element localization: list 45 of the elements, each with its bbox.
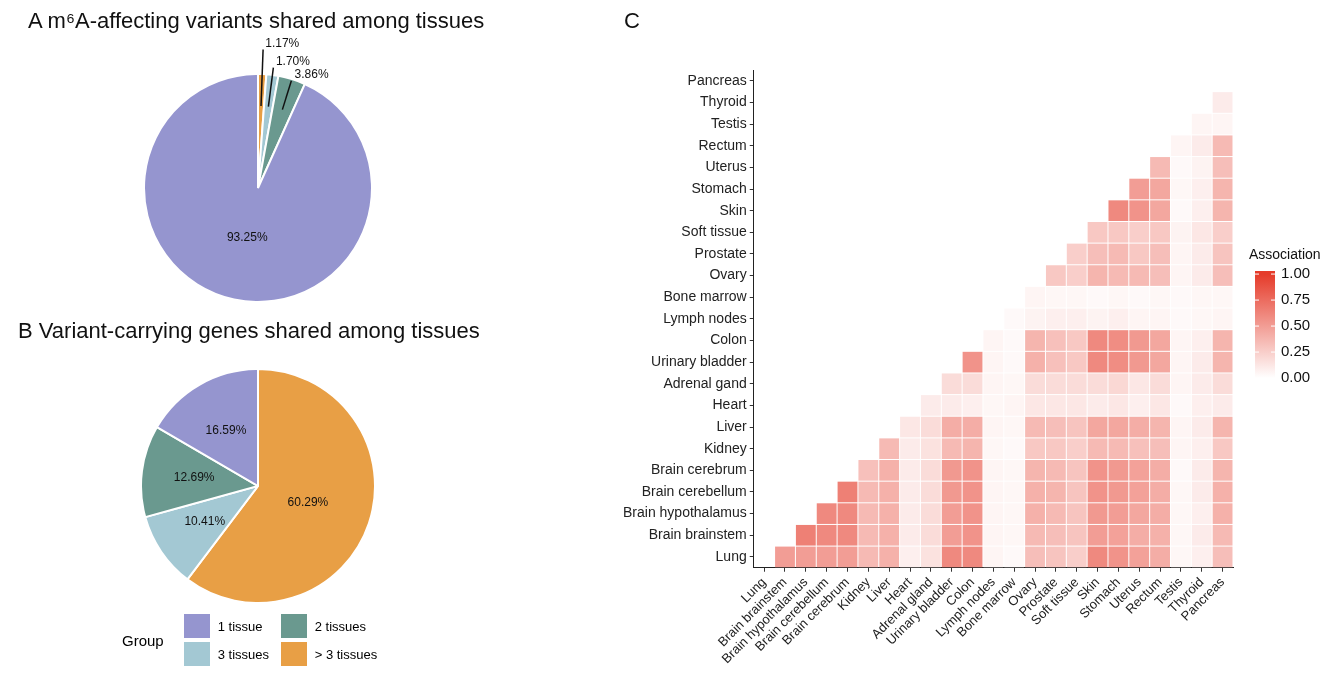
y-tick-label: Prostate (694, 244, 747, 261)
color-bar-title: Association (1249, 245, 1321, 262)
data-label: 16.59% (205, 422, 247, 437)
y-tick-label: Lung (715, 547, 747, 564)
y-tick-label: Urinary bladder (651, 353, 748, 369)
data-label: 12.69% (173, 470, 215, 485)
y-tick-label: Heart (712, 396, 747, 413)
y-tick-label: Brain brainstem (648, 526, 747, 543)
y-tick-label: Liver (716, 417, 748, 434)
y-tick-label: Kidney (703, 439, 747, 456)
y-tick-label: Rectum (698, 136, 747, 153)
y-tick-label: Pancreas (687, 71, 747, 88)
y-tick-label: Brain cerebrum (651, 461, 747, 478)
y-tick-label: Skin (719, 201, 747, 218)
legend-label: 2 tissues (314, 618, 367, 634)
y-tick-label: Stomach (691, 179, 747, 196)
legend-label: 3 tissues (217, 646, 270, 662)
y-tick-label: Colon (710, 331, 747, 348)
data-label: 10.41% (184, 514, 226, 529)
color-bar-label: 0.25 (1281, 342, 1311, 360)
color-bar-label: 0.00 (1281, 368, 1311, 386)
chart-title: C (624, 8, 640, 34)
y-tick-label: Soft tissue (681, 223, 747, 240)
chart-title: B Variant-carrying genes shared among tissues (18, 318, 480, 344)
y-tick-label: Thyroid (700, 93, 747, 110)
y-tick-label: Testis (710, 114, 747, 131)
legend-label: > 3 tissues (314, 646, 378, 662)
data-label: 93.25% (226, 230, 268, 245)
y-tick-label: Lymph nodes (663, 309, 747, 326)
y-tick-label: Brain cerebellum (641, 482, 747, 499)
color-bar-label: 0.50 (1281, 316, 1311, 334)
data-label: 60.29% (287, 495, 329, 510)
legend-label: 1 tissue (217, 618, 263, 634)
y-tick-label: Bone marrow (663, 288, 748, 305)
data-label: 3.86% (294, 67, 329, 82)
color-bar-label: 1.00 (1281, 264, 1311, 282)
chart-title: A m⁶A-affecting variants shared among tissues (28, 8, 485, 34)
data-label: 1.70% (275, 53, 311, 68)
color-bar-label: 0.75 (1281, 290, 1311, 308)
y-tick-label: Adrenal gand (663, 374, 747, 391)
legend-title: Group (122, 631, 164, 649)
y-tick-label: Uterus (705, 158, 747, 175)
y-tick-label: Ovary (709, 266, 747, 283)
data-label: 1.17% (265, 35, 300, 50)
y-tick-label: Brain hypothalamus (622, 504, 747, 521)
